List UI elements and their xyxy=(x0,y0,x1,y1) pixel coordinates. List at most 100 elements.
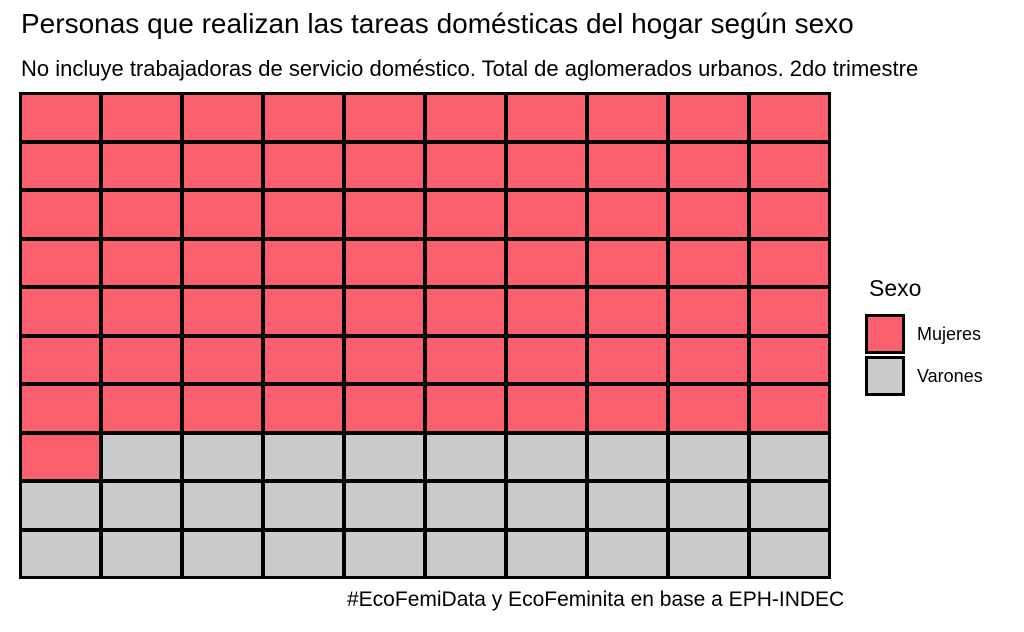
waffle-cell xyxy=(184,434,261,479)
waffle-cell xyxy=(508,434,585,479)
waffle-cell xyxy=(265,192,342,237)
waffle-cell xyxy=(22,531,99,576)
waffle-cell xyxy=(508,289,585,334)
waffle-cell xyxy=(427,337,504,382)
waffle-cell xyxy=(184,483,261,528)
chart-title: Personas que realizan las tareas domésti… xyxy=(21,8,854,39)
waffle-cell xyxy=(427,95,504,140)
legend-label-mujeres: Mujeres xyxy=(917,323,982,344)
waffle-cell xyxy=(589,289,666,334)
waffle-cell xyxy=(670,289,747,334)
waffle-cell xyxy=(103,192,180,237)
waffle-cell xyxy=(427,531,504,576)
legend-entry-mujeres: Mujeres xyxy=(865,314,983,354)
waffle-cell xyxy=(265,289,342,334)
waffle-cell xyxy=(589,531,666,576)
waffle-cell xyxy=(265,386,342,431)
chart-caption: #EcoFemiData y EcoFeminita en base a EPH… xyxy=(347,588,845,611)
waffle-cell xyxy=(103,531,180,576)
waffle-cell xyxy=(265,434,342,479)
waffle-cell xyxy=(103,95,180,140)
waffle-cell xyxy=(265,240,342,285)
waffle-cell xyxy=(427,386,504,431)
waffle-cell xyxy=(103,289,180,334)
waffle-cell xyxy=(670,240,747,285)
waffle-cell xyxy=(184,95,261,140)
waffle-cell xyxy=(22,192,99,237)
legend-swatch-mujeres-icon xyxy=(865,314,905,354)
waffle-cell xyxy=(346,95,423,140)
waffle-cell xyxy=(346,289,423,334)
waffle-cell xyxy=(103,483,180,528)
waffle-cell xyxy=(184,240,261,285)
legend-entry-varones: Varones xyxy=(865,356,983,396)
waffle-cell xyxy=(751,337,828,382)
waffle-cell xyxy=(427,192,504,237)
waffle-cell xyxy=(751,289,828,334)
waffle-cell xyxy=(265,483,342,528)
waffle-cell xyxy=(265,531,342,576)
waffle-cell xyxy=(508,337,585,382)
waffle-cell xyxy=(103,337,180,382)
waffle-cell xyxy=(346,143,423,188)
waffle-cell xyxy=(346,434,423,479)
waffle-cell xyxy=(589,192,666,237)
legend-swatch-varones-icon xyxy=(865,356,905,396)
waffle-cell xyxy=(589,483,666,528)
waffle-cell xyxy=(103,386,180,431)
waffle-cell xyxy=(670,95,747,140)
waffle-cell xyxy=(346,240,423,285)
waffle-cell xyxy=(589,386,666,431)
waffle-cell xyxy=(508,95,585,140)
waffle-cell xyxy=(427,483,504,528)
waffle-cell xyxy=(670,143,747,188)
waffle-cell xyxy=(670,192,747,237)
waffle-cell xyxy=(22,483,99,528)
waffle-cell xyxy=(22,95,99,140)
waffle-cell xyxy=(184,192,261,237)
waffle-cell xyxy=(751,434,828,479)
waffle-cell xyxy=(22,289,99,334)
waffle-cell xyxy=(751,386,828,431)
waffle-cell xyxy=(670,531,747,576)
waffle-cell xyxy=(589,95,666,140)
waffle-cell xyxy=(427,143,504,188)
waffle-cell xyxy=(751,192,828,237)
chart-subtitle: No incluye trabajadoras de servicio domé… xyxy=(21,56,919,81)
waffle-cell xyxy=(184,143,261,188)
waffle-cell xyxy=(589,143,666,188)
waffle-cell xyxy=(670,483,747,528)
waffle-cell xyxy=(751,240,828,285)
waffle-cell xyxy=(751,531,828,576)
waffle-cell xyxy=(427,240,504,285)
waffle-cell xyxy=(184,337,261,382)
waffle-cell xyxy=(22,337,99,382)
waffle-cell xyxy=(184,289,261,334)
waffle-cell xyxy=(508,531,585,576)
waffle-cell xyxy=(346,192,423,237)
waffle-grid xyxy=(19,92,831,579)
waffle-cell xyxy=(22,240,99,285)
waffle-cell xyxy=(103,143,180,188)
waffle-cell xyxy=(508,143,585,188)
waffle-cell xyxy=(346,386,423,431)
waffle-cell xyxy=(22,386,99,431)
waffle-cell xyxy=(589,337,666,382)
waffle-cell xyxy=(184,531,261,576)
waffle-cell xyxy=(346,337,423,382)
waffle-cell xyxy=(427,289,504,334)
waffle-cell xyxy=(508,483,585,528)
waffle-cell xyxy=(508,192,585,237)
waffle-cell xyxy=(265,95,342,140)
waffle-cell xyxy=(184,386,261,431)
waffle-cell xyxy=(508,386,585,431)
legend-title: Sexo xyxy=(869,275,922,301)
waffle-cell xyxy=(22,434,99,479)
waffle-cell xyxy=(589,240,666,285)
waffle-cell xyxy=(670,337,747,382)
waffle-cell xyxy=(346,483,423,528)
waffle-cell xyxy=(265,143,342,188)
waffle-cell xyxy=(751,143,828,188)
waffle-cell xyxy=(751,483,828,528)
waffle-cell xyxy=(265,337,342,382)
